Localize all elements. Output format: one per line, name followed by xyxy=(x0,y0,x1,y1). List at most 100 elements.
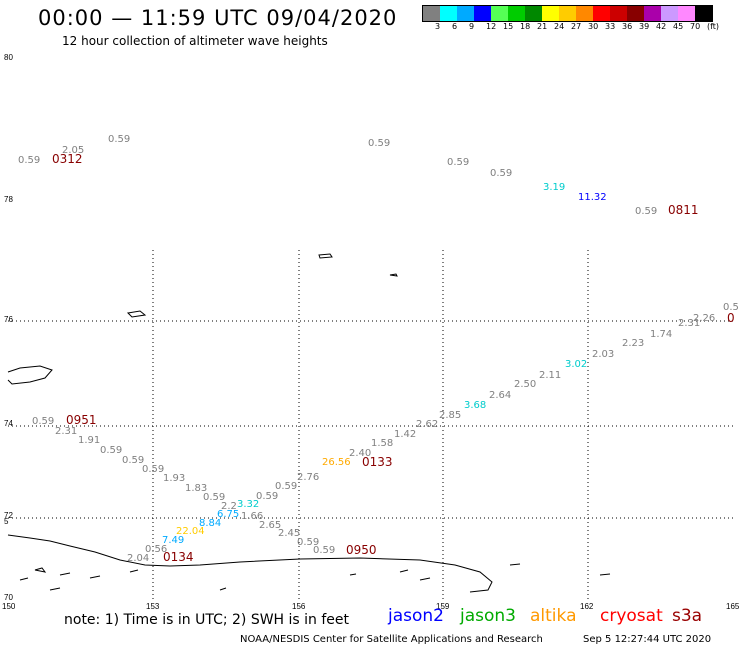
wave-height-value: 2.62 xyxy=(416,419,438,430)
satellite-legend-jason3: jason3 xyxy=(460,606,516,626)
satellite-legend-altika: altika xyxy=(530,606,577,626)
pass-time-label: 0133 xyxy=(362,455,393,469)
color-swatch xyxy=(576,6,593,21)
wave-height-value: 2.31 xyxy=(55,426,77,437)
wave-height-value: 2.64 xyxy=(489,390,511,401)
wave-height-value: 8.84 xyxy=(199,518,221,529)
wave-height-value: 0.5 xyxy=(723,302,739,313)
wave-height-value: 0.59 xyxy=(32,416,54,427)
latitude-label: 76 xyxy=(4,315,13,324)
wave-height-value: 0.59 xyxy=(490,168,512,179)
generation-timestamp: Sep 5 12:27:44 UTC 2020 xyxy=(583,634,712,645)
color-scale-label: 24 xyxy=(554,22,565,31)
page-subtitle: 12 hour collection of altimeter wave hei… xyxy=(62,34,328,48)
color-swatch xyxy=(508,6,525,21)
color-swatch xyxy=(491,6,508,21)
wave-height-value: 2.31 xyxy=(678,318,700,329)
color-scale-label: 30 xyxy=(588,22,599,31)
wave-height-value: 2.23 xyxy=(622,338,644,349)
wave-height-value: 1.42 xyxy=(394,429,416,440)
color-scale-label: 12 xyxy=(486,22,497,31)
wave-height-value: 3.02 xyxy=(565,359,587,370)
wave-height-value: 1.83 xyxy=(185,483,207,494)
pass-time-label: 0312 xyxy=(52,152,83,166)
wave-height-value: 0.59 xyxy=(275,481,297,492)
color-swatch xyxy=(678,6,695,21)
wave-height-value: 0.59 xyxy=(297,537,319,548)
color-scale-label: 18 xyxy=(520,22,531,31)
color-swatch xyxy=(525,6,542,21)
wave-height-value: 1.91 xyxy=(78,435,100,446)
longitude-label: 165 xyxy=(726,602,740,611)
pass-time-label: 0950 xyxy=(346,543,377,557)
color-scale-label: 39 xyxy=(639,22,650,31)
wave-height-value: 0.59 xyxy=(108,134,130,145)
color-scale-label: 15 xyxy=(503,22,514,31)
color-swatch xyxy=(644,6,661,21)
color-scale-label: 42 xyxy=(656,22,667,31)
color-scale-label: 70 xyxy=(690,22,701,31)
pass-time-label: 0811 xyxy=(668,203,699,217)
wave-height-value: 1.93 xyxy=(163,473,185,484)
wave-height-value: 2.05 xyxy=(62,145,84,156)
satellite-legend-s3a: s3a xyxy=(672,606,703,626)
color-swatch xyxy=(610,6,627,21)
wave-height-value: 1.74 xyxy=(650,329,672,340)
pass-time-label: 0951 xyxy=(66,413,97,427)
latitude-label: 80 xyxy=(4,53,13,62)
wave-height-value: 0.56 xyxy=(145,544,167,555)
wave-height-value: 2.76 xyxy=(297,472,319,483)
color-swatch xyxy=(423,6,440,21)
color-scale-label: 6 xyxy=(452,22,458,31)
wave-height-value: 0.59 xyxy=(18,155,40,166)
credit-text: NOAA/NESDIS Center for Satellite Applica… xyxy=(240,634,543,645)
color-scale-label: 3 xyxy=(435,22,441,31)
color-scale-label: 27 xyxy=(571,22,582,31)
latitude-label: 70 xyxy=(4,593,13,602)
wave-height-value: 2.26 xyxy=(693,313,715,324)
color-swatch xyxy=(695,6,712,21)
color-swatch xyxy=(474,6,491,21)
color-swatch xyxy=(627,6,644,21)
color-swatch xyxy=(559,6,576,21)
wave-height-value: 2.40 xyxy=(349,448,371,459)
wave-height-value: 0.59 xyxy=(635,206,657,217)
wave-height-value: 0.59 xyxy=(447,157,469,168)
wave-height-value: 2.65 xyxy=(259,520,281,531)
color-swatch xyxy=(542,6,559,21)
page-title: 00:00 — 11:59 UTC 09/04/2020 xyxy=(38,6,398,30)
color-swatch xyxy=(440,6,457,21)
color-scale-label: 36 xyxy=(622,22,633,31)
wave-height-value: 2.03 xyxy=(592,349,614,360)
wave-height-value: 2.50 xyxy=(514,379,536,390)
wave-height-value: 6.75 xyxy=(217,509,239,520)
latitude-label: 78 xyxy=(4,195,13,204)
footer-note: note: 1) Time is in UTC; 2) SWH is in fe… xyxy=(64,612,350,628)
wave-height-value: 0.59 xyxy=(100,445,122,456)
color-scale-label: 9 xyxy=(469,22,475,31)
color-scale-label: 21 xyxy=(537,22,548,31)
latitude-label: 74 xyxy=(4,419,13,428)
wave-height-value: 3.68 xyxy=(464,400,486,411)
latitude-label: 72 xyxy=(4,511,13,520)
color-scale-label: (ft) xyxy=(707,22,720,31)
color-scale-bar xyxy=(422,5,713,22)
longitude-label: 150 xyxy=(2,602,16,611)
longitude-label: 162 xyxy=(580,602,594,611)
color-scale-label: 45 xyxy=(673,22,684,31)
color-swatch xyxy=(457,6,474,21)
pass-time-label: 0134 xyxy=(163,550,194,564)
wave-height-value: 0.59 xyxy=(122,455,144,466)
wave-height-value: 1.58 xyxy=(371,438,393,449)
wave-height-value: 0.59 xyxy=(368,138,390,149)
longitude-label: 159 xyxy=(436,602,450,611)
color-scale-label: 33 xyxy=(605,22,616,31)
wave-height-value: 0.59 xyxy=(313,545,335,556)
satellite-legend-cryosat: cryosat xyxy=(600,606,663,626)
latitude-label: 5 xyxy=(4,517,9,526)
wave-height-value: 3.19 xyxy=(543,182,565,193)
color-scale-labels: 3 6 9 12 15 18 21 24 27 30 33 36 39 42 45 70 (ft) xyxy=(422,22,740,32)
